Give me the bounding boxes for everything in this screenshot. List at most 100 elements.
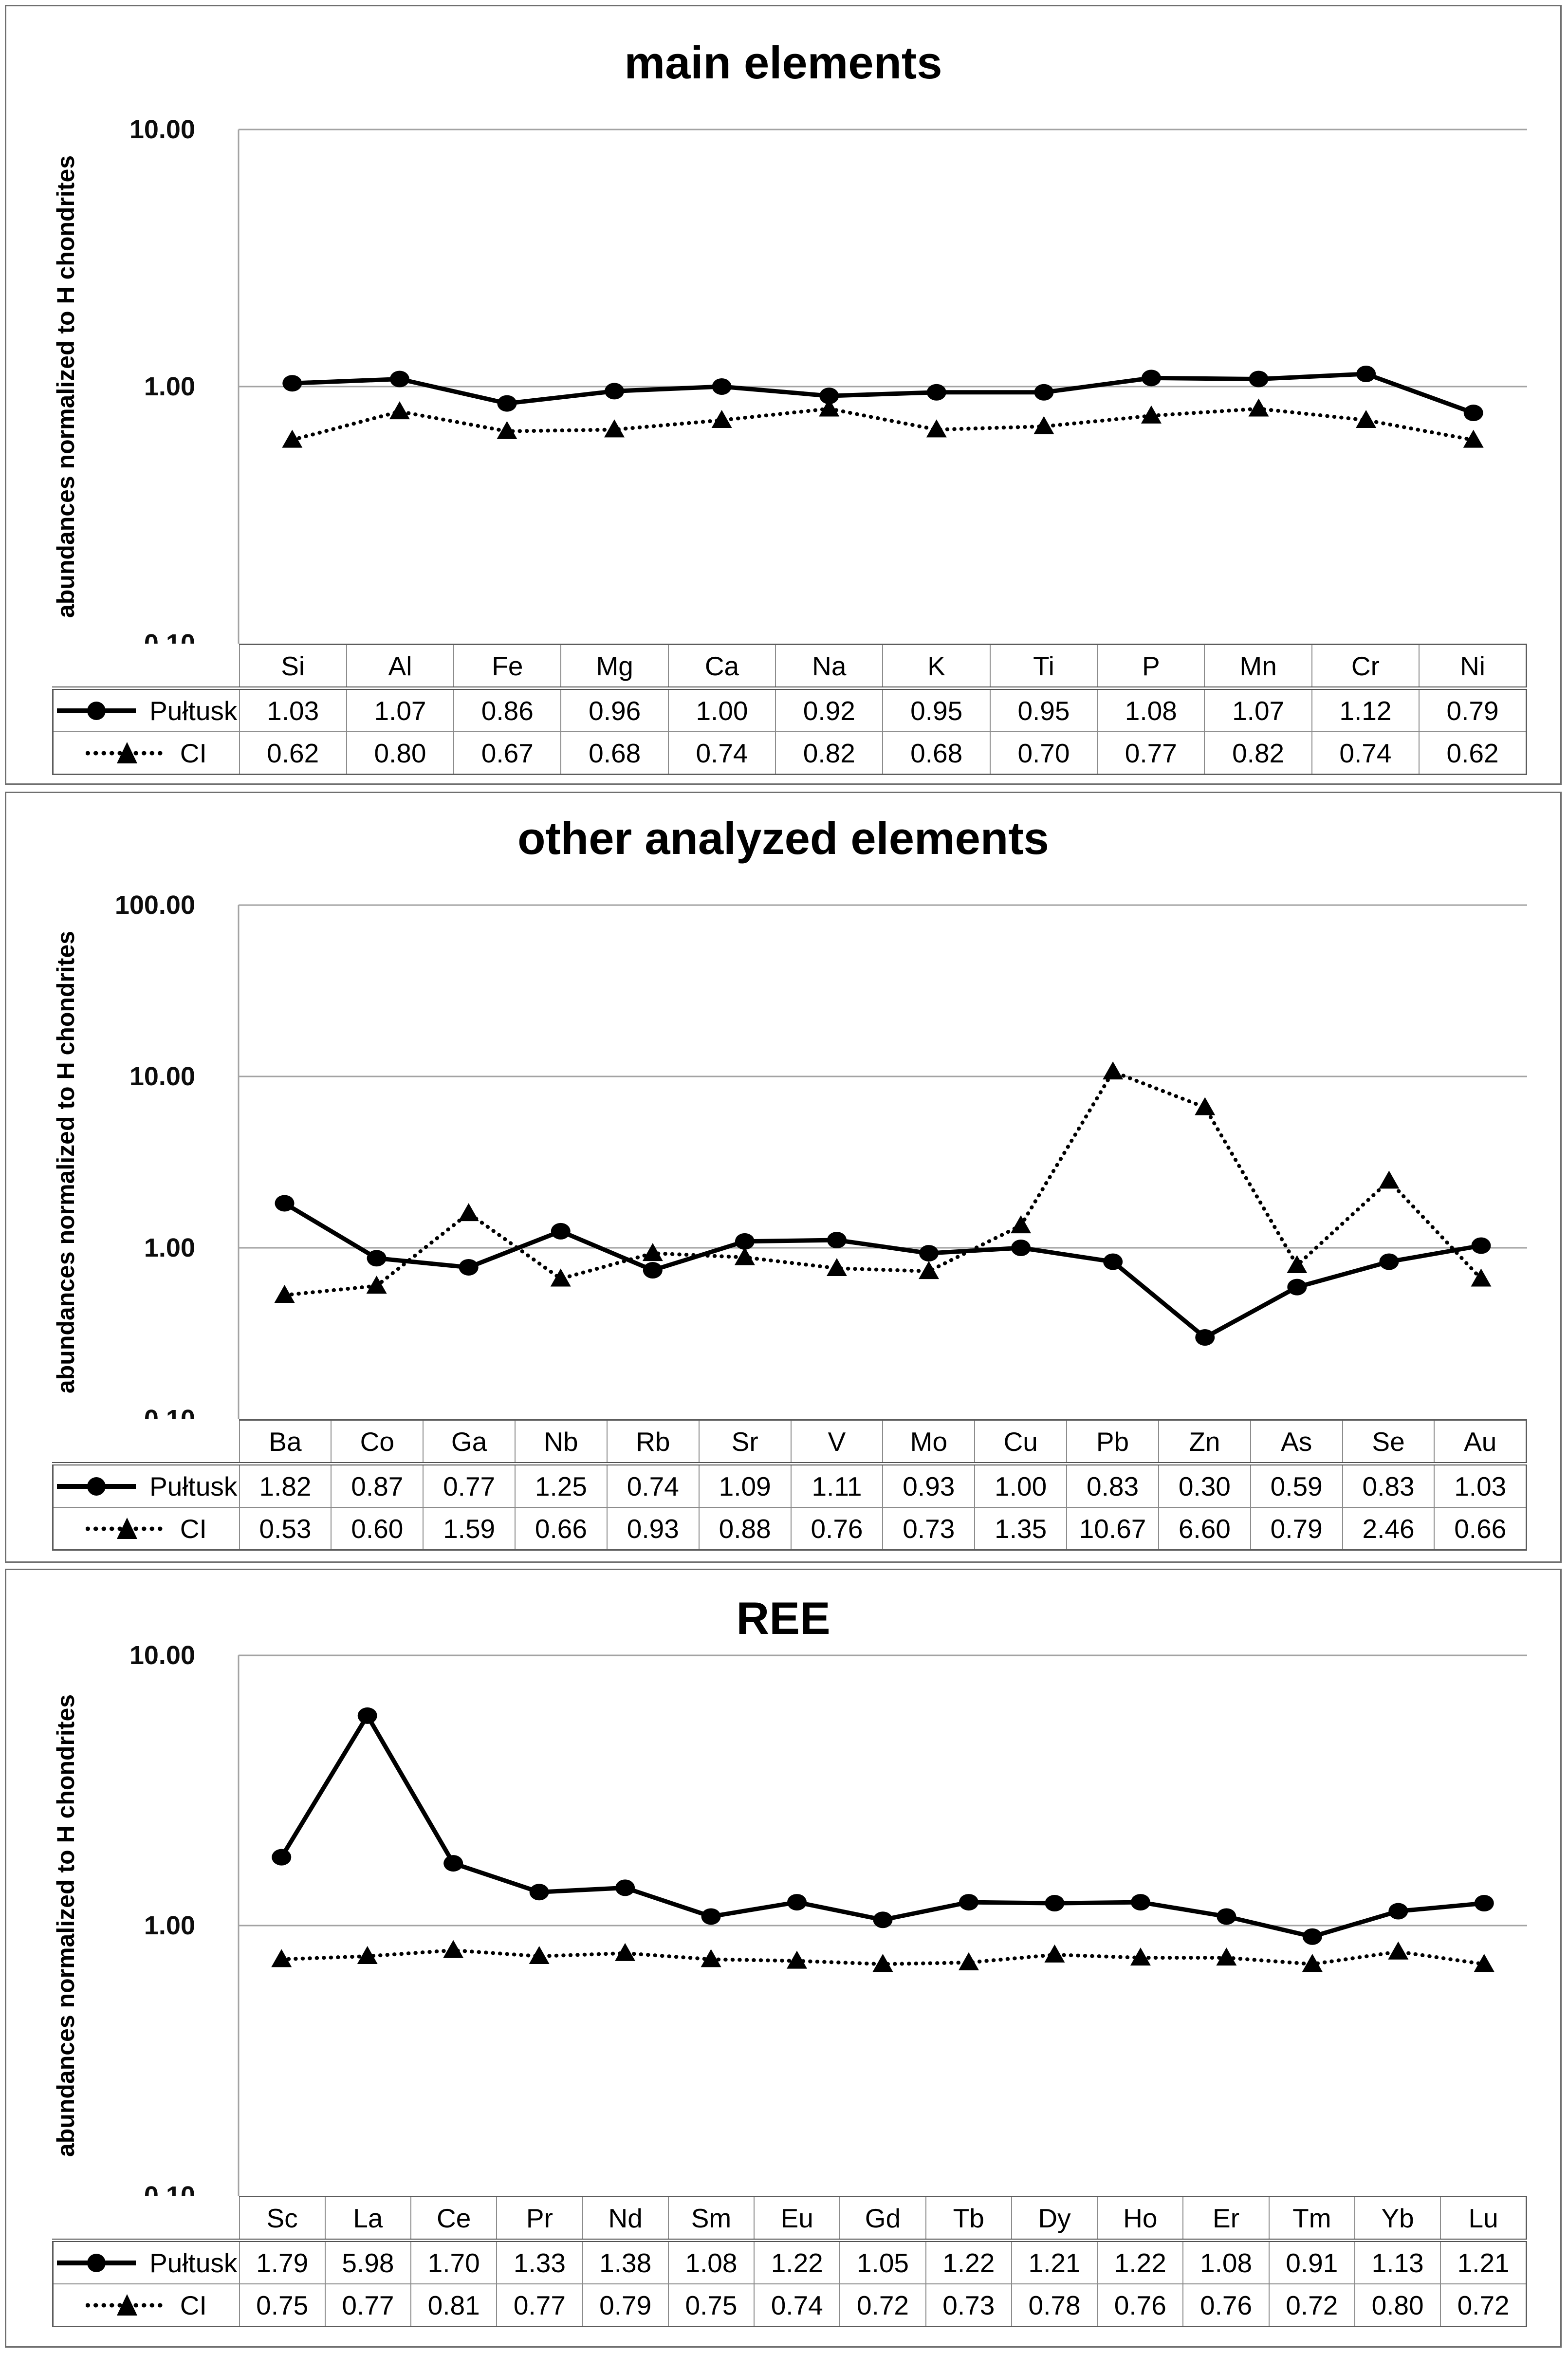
- point-pu-tusk-p: [1141, 370, 1161, 387]
- y-tick-label: 10.00: [129, 1062, 195, 1091]
- element-header-cell: Lu: [1440, 2196, 1528, 2242]
- value-cell: 0.96: [560, 686, 669, 732]
- value-cell: 0.86: [453, 686, 562, 732]
- legend-key-pu-tusk: Pułtusk: [52, 1462, 240, 1508]
- element-header-cell: Ti: [989, 644, 1098, 690]
- series-name-label: CI: [180, 2290, 207, 2320]
- value-cell: 1.08: [1182, 2239, 1270, 2284]
- value-cell: 0.81: [410, 2283, 498, 2327]
- point-ci-fe: [497, 421, 517, 439]
- point-pu-tusk-pr: [529, 1884, 549, 1901]
- value-cell: 0.95: [989, 686, 1098, 732]
- element-header-cell: Fe: [453, 644, 562, 690]
- element-header-cell: Nd: [582, 2196, 669, 2242]
- value-cell: 0.79: [582, 2283, 669, 2327]
- point-ci-mn: [1248, 398, 1269, 417]
- circle-marker-icon: [57, 2253, 136, 2272]
- element-header-cell: Ga: [423, 1419, 516, 1465]
- value-cell: 1.79: [239, 2239, 326, 2284]
- legend-key-ci: CI: [52, 731, 240, 775]
- element-header-cell: Yb: [1354, 2196, 1441, 2242]
- value-cell: 0.66: [515, 1507, 608, 1551]
- point-pu-tusk-se: [1379, 1253, 1399, 1270]
- chart-title: REE: [736, 1593, 830, 1644]
- table-corner-spacer: [53, 645, 240, 688]
- element-header-cell: Ni: [1419, 644, 1528, 690]
- element-header-row: Sc La Ce Pr Nd Sm Eu Gd Tb Dy Ho Er Tm Yb Lu: [53, 2196, 1528, 2242]
- point-ci-ni: [1463, 429, 1484, 448]
- point-pu-tusk-fe: [497, 395, 517, 412]
- element-header-cell: Ca: [667, 644, 776, 690]
- point-pu-tusk-ce: [443, 1855, 463, 1872]
- series-row-pu-tusk: Pułtusk 1.82 0.87 0.77 1.25 0.74 1.09 1.11 0.93 1…: [52, 1462, 1528, 1508]
- point-ci-nb: [550, 1268, 571, 1287]
- point-pu-tusk-co: [367, 1250, 387, 1267]
- point-pu-tusk-ho: [1130, 1894, 1150, 1911]
- y-tick-label: 1.00: [144, 372, 195, 401]
- plot-area: [238, 1654, 1527, 2196]
- value-cell: 0.72: [1268, 2283, 1355, 2327]
- point-ci-dy: [1044, 1944, 1065, 1963]
- point-ci-cu: [1011, 1215, 1032, 1234]
- point-pu-tusk-zn: [1195, 1329, 1215, 1346]
- element-header-cell: Ho: [1097, 2196, 1184, 2242]
- chart-title: main elements: [624, 37, 942, 88]
- point-ci-rb: [642, 1243, 663, 1261]
- series-row-pu-tusk: Pułtusk 1.79 5.98 1.70 1.33 1.38 1.08 1.22 1.05 1…: [52, 2239, 1528, 2284]
- value-cell: 1.21: [1011, 2239, 1098, 2284]
- point-ci-sc: [271, 1949, 292, 1967]
- point-pu-tusk-la: [357, 1707, 377, 1724]
- table-corner-spacer: [53, 1420, 240, 1464]
- element-header-cell: Se: [1342, 1419, 1435, 1465]
- value-cell: 1.09: [698, 1462, 792, 1508]
- value-cell: 1.22: [754, 2239, 841, 2284]
- value-cell: 0.87: [331, 1462, 424, 1508]
- value-cell: 0.73: [882, 1507, 976, 1551]
- value-cell: 1.21: [1440, 2239, 1528, 2284]
- element-header-cell: Rb: [606, 1419, 700, 1465]
- value-cell: 0.92: [775, 686, 884, 732]
- point-pu-tusk-au: [1471, 1237, 1491, 1254]
- value-cell: 1.25: [515, 1462, 608, 1508]
- element-header-cell: Au: [1434, 1419, 1528, 1465]
- element-header-cell: K: [882, 644, 991, 690]
- point-ci-ce: [443, 1940, 464, 1958]
- element-header-cell: Eu: [754, 2196, 841, 2242]
- point-ci-as: [1287, 1255, 1308, 1274]
- element-header-cell: Pr: [496, 2196, 583, 2242]
- series-name-label: Pułtusk: [149, 1471, 238, 1501]
- point-ci-sr: [734, 1247, 755, 1265]
- series-name-label: CI: [180, 738, 207, 768]
- value-cell: 0.70: [989, 731, 1098, 775]
- value-cell: 0.82: [1204, 731, 1312, 775]
- value-cell: 10.67: [1066, 1507, 1159, 1551]
- element-header-row: Si Al Fe Mg Ca Na K Ti P Mn Cr Ni: [53, 644, 1528, 690]
- element-header-cell: Zn: [1158, 1419, 1251, 1465]
- point-ci-pb: [1103, 1061, 1124, 1080]
- value-cell: 1.22: [925, 2239, 1012, 2284]
- point-pu-tusk-mg: [605, 383, 625, 400]
- value-cell: 1.33: [496, 2239, 583, 2284]
- element-header-cell: Sc: [239, 2196, 326, 2242]
- panel-other-analyzed-elements: other analyzed elements abundances norma…: [5, 792, 1562, 1563]
- value-cell: 0.74: [606, 1462, 700, 1508]
- element-header-cell: Cu: [974, 1419, 1068, 1465]
- series-row-ci: CI 0.53 0.60 1.59 0.66 0.93 0.88 0.76 0.73 1.35 10…: [52, 1507, 1528, 1551]
- point-ci-ba: [274, 1285, 295, 1303]
- value-cell: 1.59: [423, 1507, 516, 1551]
- point-ci-ti: [1033, 416, 1054, 434]
- point-ci-gd: [872, 1954, 893, 1972]
- element-header-cell: La: [324, 2196, 412, 2242]
- point-pu-tusk-nb: [551, 1223, 571, 1240]
- point-ci-er: [1216, 1947, 1237, 1966]
- point-ci-k: [926, 419, 947, 438]
- point-pu-tusk-sr: [735, 1233, 755, 1250]
- value-cell: 0.72: [1440, 2283, 1528, 2327]
- value-cell: 1.07: [1204, 686, 1312, 732]
- value-cell: 0.79: [1419, 686, 1528, 732]
- point-pu-tusk-k: [926, 384, 946, 401]
- value-cell: 0.77: [496, 2283, 583, 2327]
- ci-line: [282, 1069, 1483, 1297]
- value-cell: 0.93: [882, 1462, 976, 1508]
- value-cell: 0.95: [882, 686, 991, 732]
